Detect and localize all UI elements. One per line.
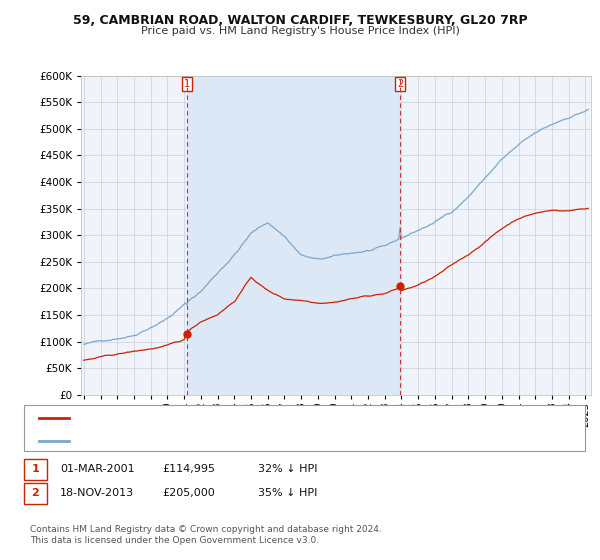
- Text: 1: 1: [32, 464, 39, 474]
- Text: 2: 2: [397, 78, 403, 88]
- Text: £205,000: £205,000: [162, 488, 215, 498]
- Text: 35% ↓ HPI: 35% ↓ HPI: [258, 488, 317, 498]
- Text: Price paid vs. HM Land Registry's House Price Index (HPI): Price paid vs. HM Land Registry's House …: [140, 26, 460, 36]
- Text: 1: 1: [184, 78, 190, 88]
- Text: Contains HM Land Registry data © Crown copyright and database right 2024.
This d: Contains HM Land Registry data © Crown c…: [30, 525, 382, 545]
- Text: HPI: Average price, detached house, Tewkesbury: HPI: Average price, detached house, Tewk…: [75, 436, 329, 446]
- Text: 2: 2: [32, 488, 39, 498]
- Text: 59, CAMBRIAN ROAD, WALTON CARDIFF, TEWKESBURY, GL20 7RP: 59, CAMBRIAN ROAD, WALTON CARDIFF, TEWKE…: [73, 14, 527, 27]
- Text: 59, CAMBRIAN ROAD, WALTON CARDIFF, TEWKESBURY, GL20 7RP (detached house): 59, CAMBRIAN ROAD, WALTON CARDIFF, TEWKE…: [75, 413, 510, 423]
- Text: 32% ↓ HPI: 32% ↓ HPI: [258, 464, 317, 474]
- Text: 18-NOV-2013: 18-NOV-2013: [60, 488, 134, 498]
- Bar: [187, 76, 400, 395]
- Text: 01-MAR-2001: 01-MAR-2001: [60, 464, 134, 474]
- Text: £114,995: £114,995: [162, 464, 215, 474]
